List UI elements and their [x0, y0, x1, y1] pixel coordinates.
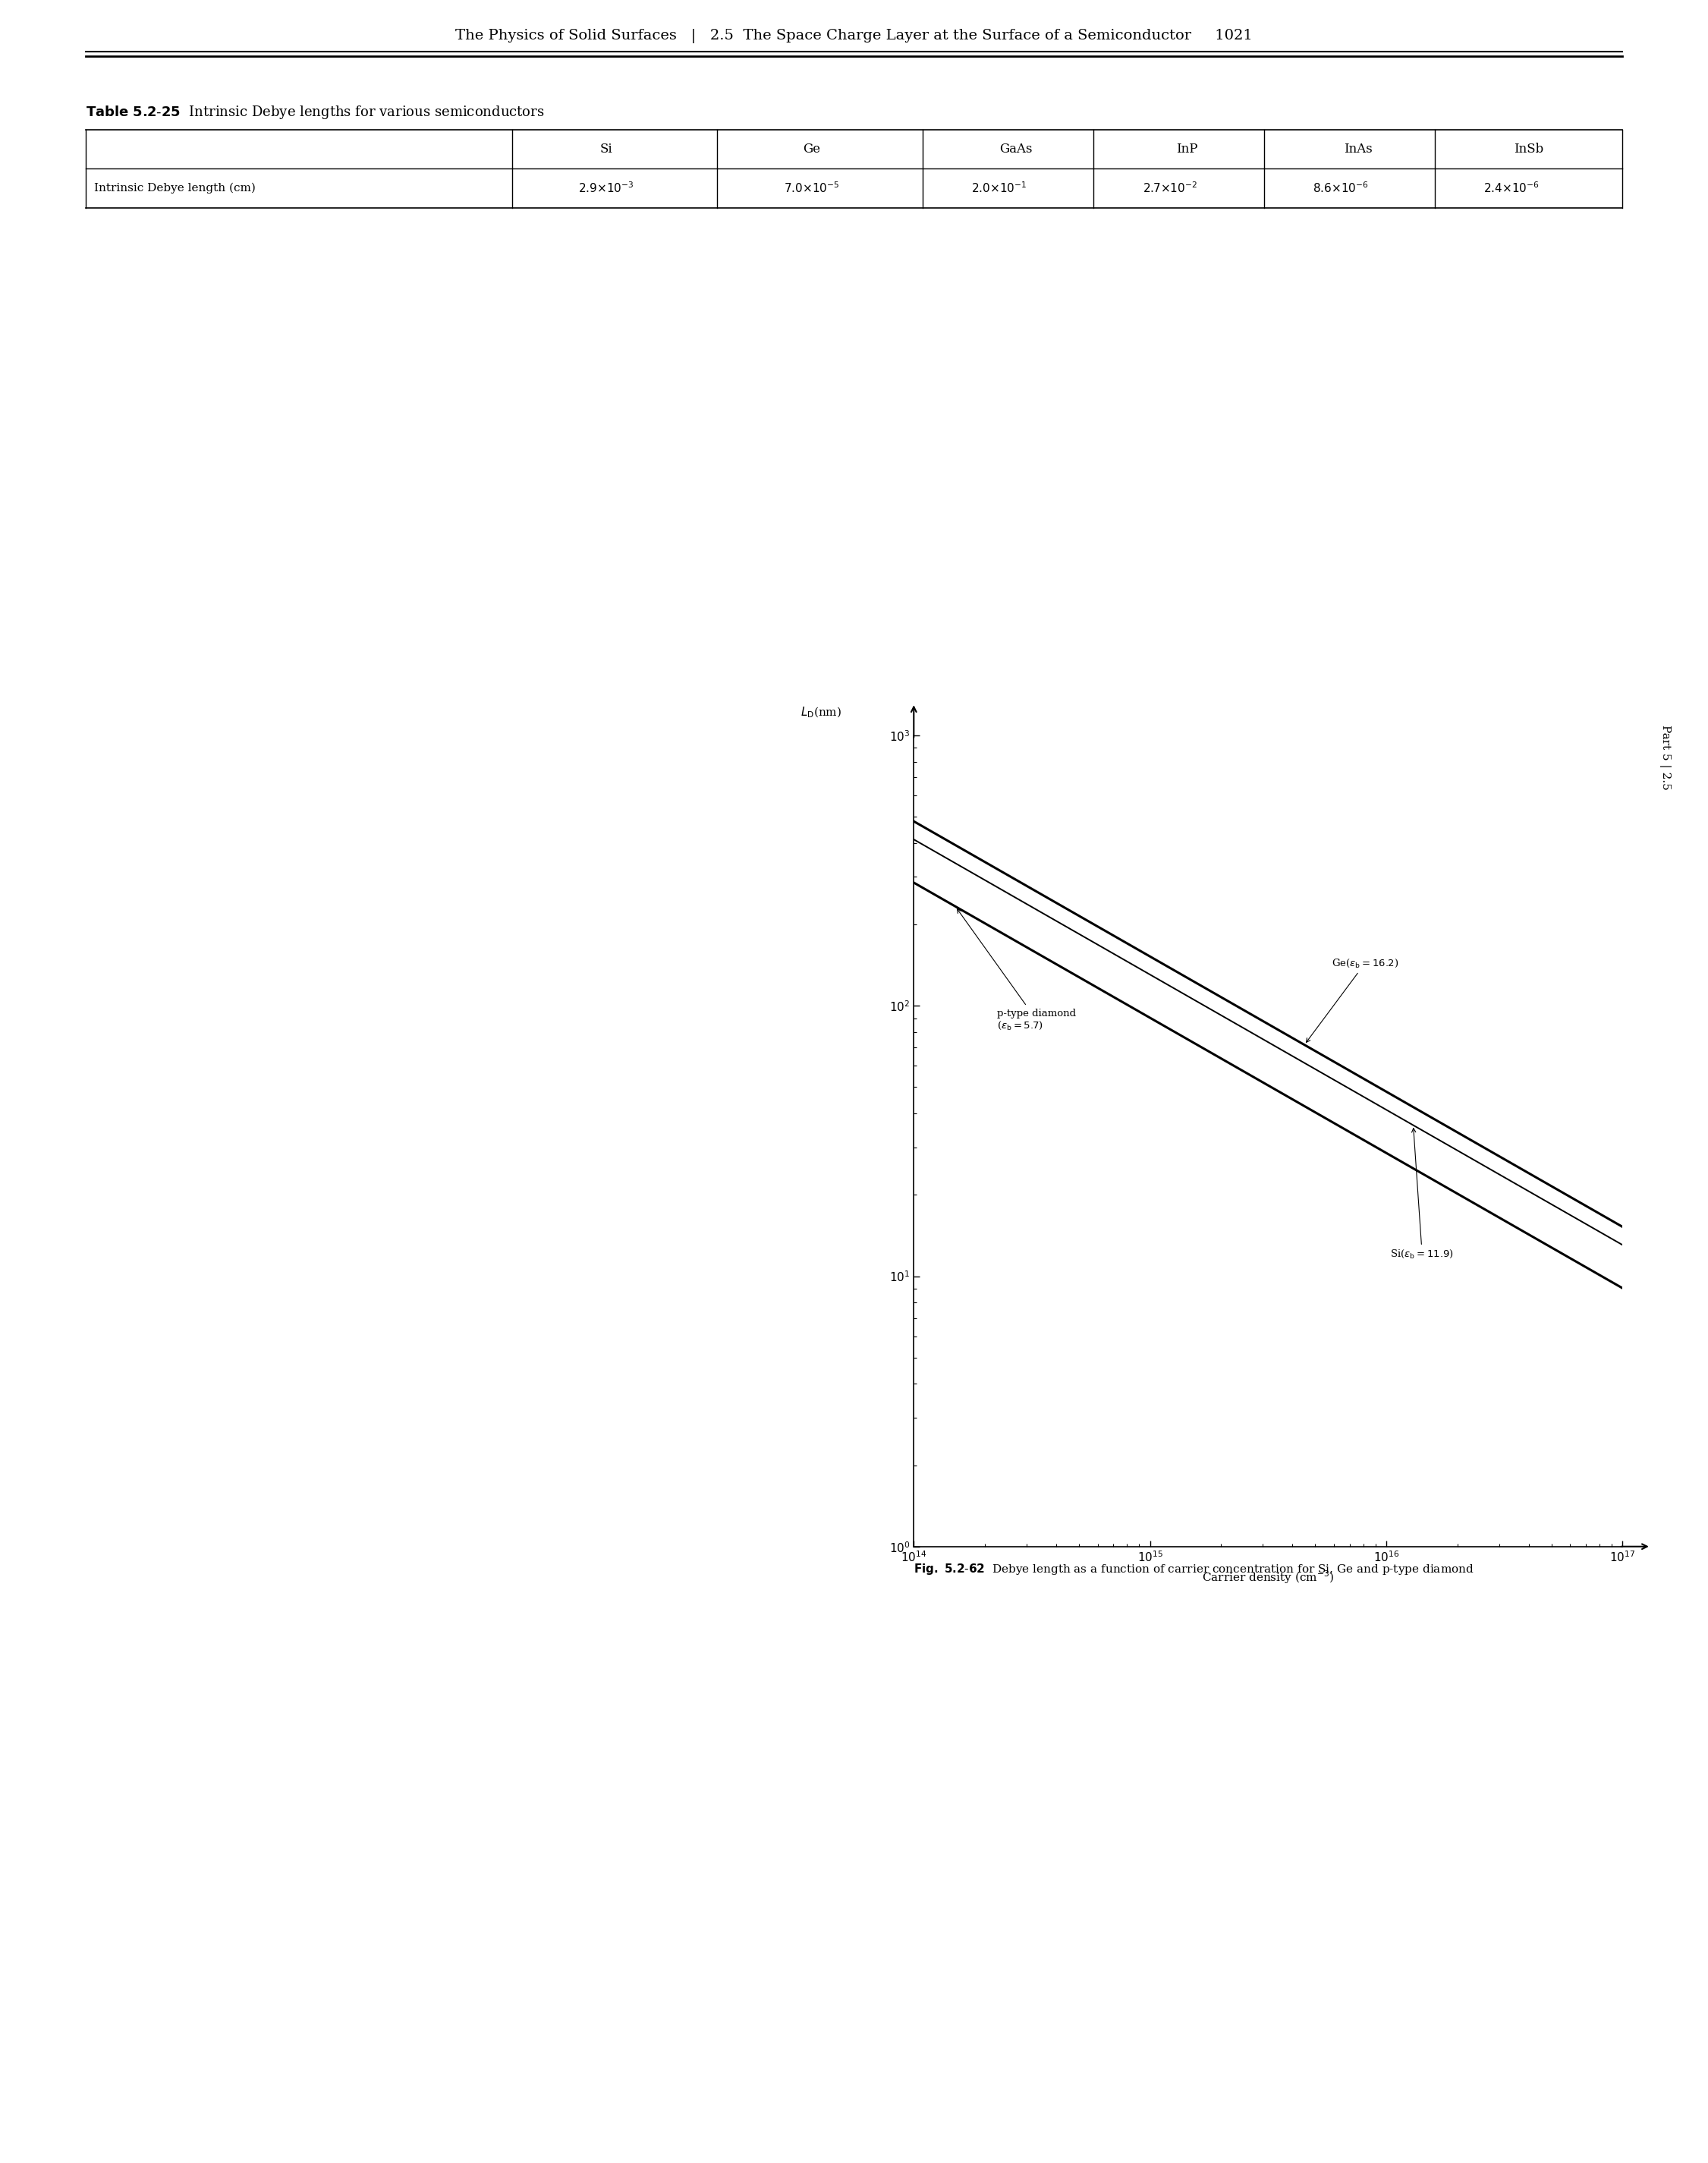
Text: Ge($\varepsilon_\mathrm{b} = 16.2$): Ge($\varepsilon_\mathrm{b} = 16.2$): [1307, 958, 1399, 1043]
Text: Ge: Ge: [803, 143, 820, 156]
X-axis label: Carrier density (cm$^{-3}$): Carrier density (cm$^{-3}$): [1202, 1568, 1334, 1585]
Text: $2.7{\times}10^{-2}$: $2.7{\times}10^{-2}$: [1143, 182, 1197, 195]
Text: InAs: InAs: [1344, 143, 1372, 156]
Text: $2.0{\times}10^{-1}$: $2.0{\times}10^{-1}$: [972, 182, 1027, 195]
Text: p-type diamond
($\varepsilon_\mathrm{b} = 5.7$): p-type diamond ($\varepsilon_\mathrm{b} …: [956, 908, 1076, 1032]
Text: Intrinsic Debye length (cm): Intrinsic Debye length (cm): [94, 182, 256, 195]
Text: $\mathbf{Table\ 5.2\text{-}25}$  Intrinsic Debye lengths for various semiconduct: $\mathbf{Table\ 5.2\text{-}25}$ Intrinsi…: [85, 104, 545, 121]
Text: InSb: InSb: [1513, 143, 1544, 156]
Text: $7.0{\times}10^{-5}$: $7.0{\times}10^{-5}$: [784, 182, 839, 195]
Text: $2.9{\times}10^{-3}$: $2.9{\times}10^{-3}$: [579, 182, 634, 195]
Text: $\mathbf{Fig.\ 5.2\text{-}62}$  Debye length as a function of carrier concentrat: $\mathbf{Fig.\ 5.2\text{-}62}$ Debye len…: [914, 1562, 1474, 1577]
Text: Part 5 | 2.5: Part 5 | 2.5: [1660, 725, 1670, 789]
Text: The Physics of Solid Surfaces   |   2.5  The Space Charge Layer at the Surface o: The Physics of Solid Surfaces | 2.5 The …: [456, 28, 1252, 43]
Text: Si($\varepsilon_\mathrm{b} = 11.9$): Si($\varepsilon_\mathrm{b} = 11.9$): [1390, 1129, 1454, 1261]
Text: GaAs: GaAs: [999, 143, 1033, 156]
Text: $L_\mathrm{D}$(nm): $L_\mathrm{D}$(nm): [801, 705, 842, 718]
Text: Si: Si: [600, 143, 613, 156]
Text: InP: InP: [1177, 143, 1197, 156]
Text: $8.6{\times}10^{-6}$: $8.6{\times}10^{-6}$: [1313, 182, 1368, 195]
Text: $2.4{\times}10^{-6}$: $2.4{\times}10^{-6}$: [1484, 182, 1539, 195]
